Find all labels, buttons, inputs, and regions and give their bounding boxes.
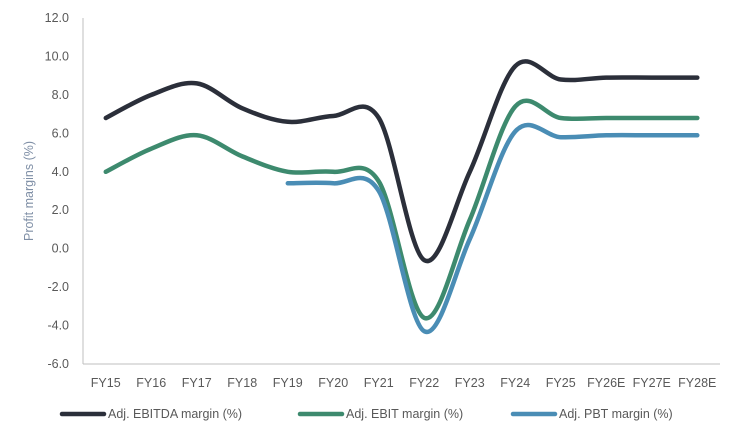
x-tick-label: FY16 [136,376,166,390]
axes: -6.0 -4.0 -2.0 0.0 2.0 4.0 6.0 8.0 10.0 12.0 FY15 F… [22,11,720,390]
legend-label: Adj. EBITDA margin (%) [108,407,242,421]
x-tick-label: FY15 [91,376,121,390]
y-tick-label: 12.0 [45,11,69,25]
x-tick-label: FY19 [273,376,303,390]
y-tick-label: 4.0 [52,165,69,179]
x-tick-label: FY26E [587,376,625,390]
y-tick-label: -6.0 [47,357,69,371]
y-tick-label: 10.0 [45,49,69,63]
x-tick-label: FY24 [500,376,530,390]
y-tick-label: -2.0 [47,280,69,294]
series-lines [103,59,700,335]
legend: Adj. EBITDA margin (%) Adj. EBIT margin (… [59,407,673,421]
y-axis-title: Profit margins (%) [22,141,36,241]
series-line-3 [285,122,700,335]
series-line-1 [103,59,700,264]
x-tick-label: FY23 [455,376,485,390]
y-tick-label: 2.0 [52,203,69,217]
x-tick-label: FY27E [633,376,671,390]
y-tick-label: 6.0 [52,126,69,140]
x-tick-label: FY25 [546,376,576,390]
x-tick-label: FY22 [409,376,439,390]
legend-label: Adj. PBT margin (%) [559,407,673,421]
series-line-2 [103,98,700,321]
y-tick-label: -4.0 [47,319,69,333]
x-tick-label: FY17 [182,376,212,390]
x-tick-label: FY21 [364,376,394,390]
x-tick-label: FY28E [678,376,716,390]
y-tick-label: 8.0 [52,88,69,102]
legend-label: Adj. EBIT margin (%) [346,407,463,421]
x-tick-label: FY18 [227,376,257,390]
x-tick-label: FY20 [318,376,348,390]
y-tick-label: 0.0 [52,242,69,256]
